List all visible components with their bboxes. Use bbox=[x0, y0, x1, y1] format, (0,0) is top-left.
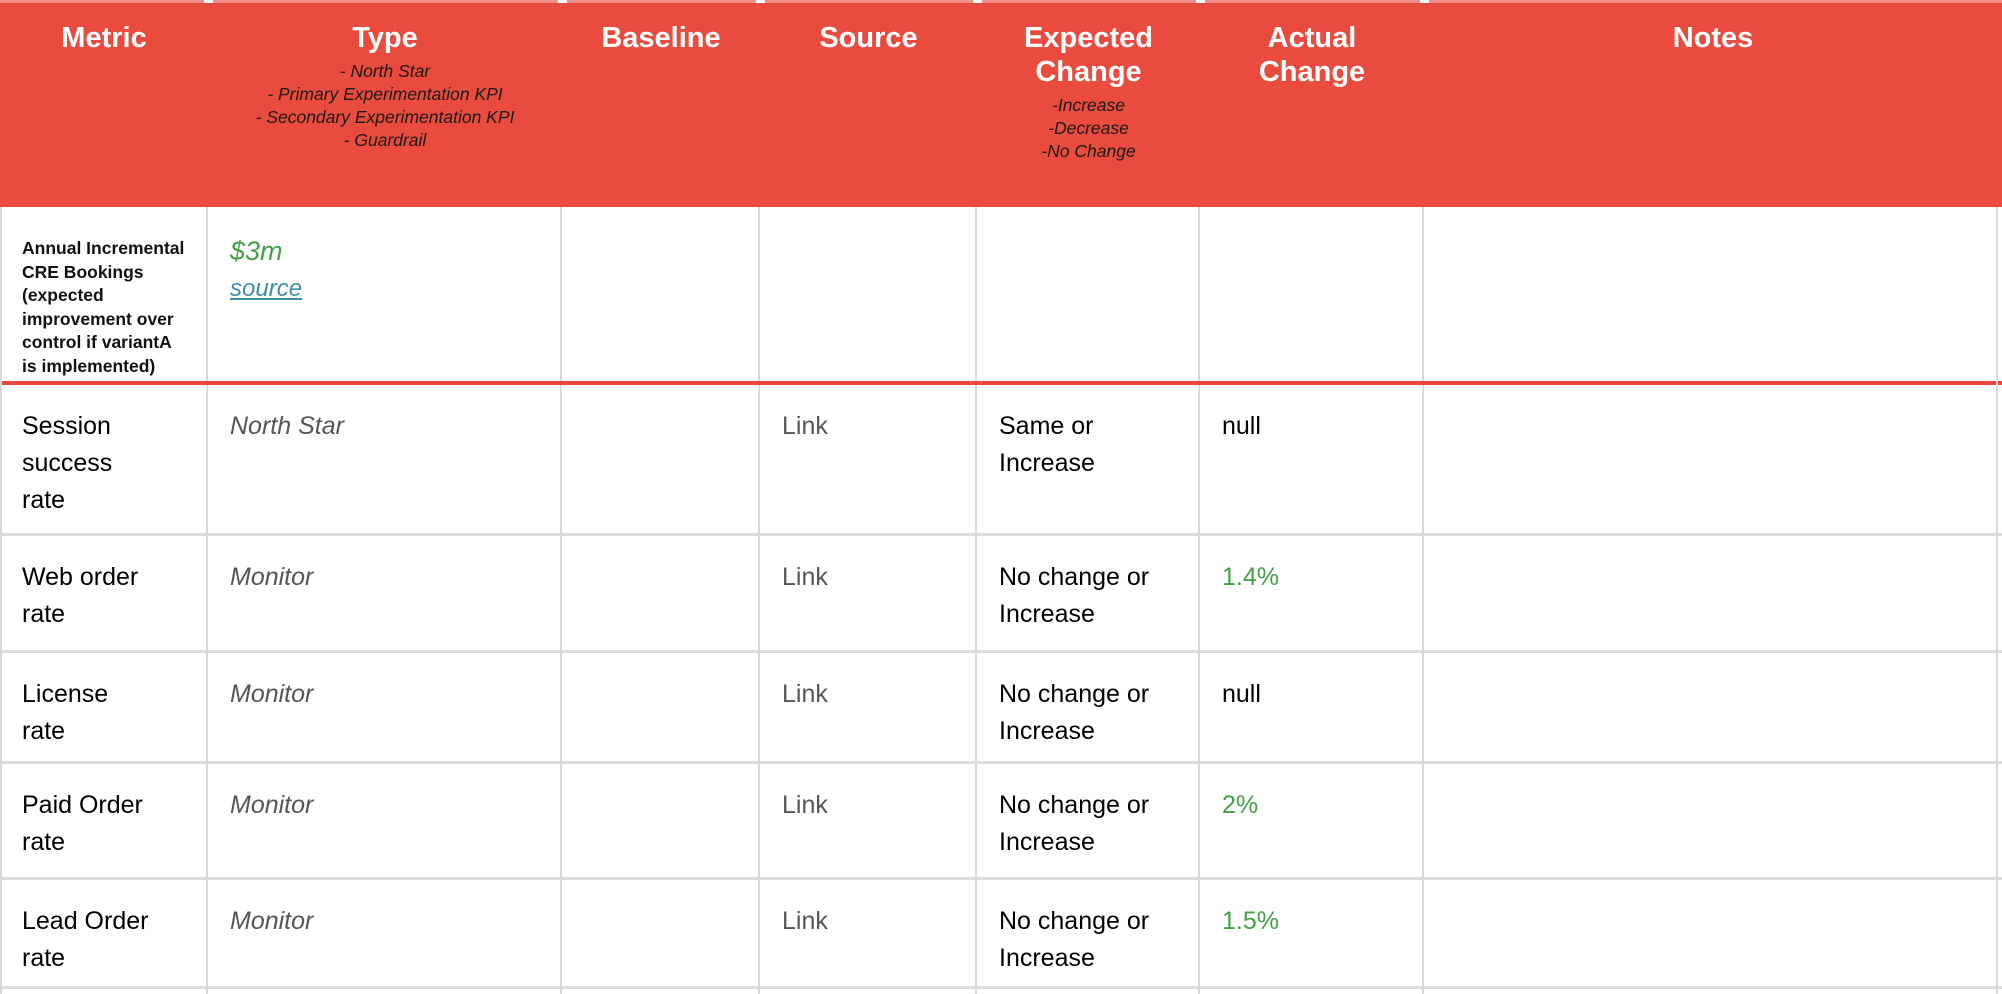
column-divider-tick bbox=[1196, 0, 1205, 3]
cell-metric: Paid Order rate bbox=[0, 764, 208, 877]
column-header-type: Type - North Star - Primary Experimentat… bbox=[208, 0, 562, 207]
column-subnotes-type: - North Star - Primary Experimentation K… bbox=[208, 60, 562, 152]
column-header-expected-change: Expected Change -Increase -Decrease -No … bbox=[977, 0, 1200, 207]
cell-type: Monitor bbox=[208, 764, 562, 877]
source-link[interactable]: source bbox=[230, 275, 303, 302]
cell-source: Link bbox=[760, 536, 977, 650]
cell-notes bbox=[1424, 653, 2002, 761]
cell-actual-change: 1.4% bbox=[1200, 536, 1424, 650]
column-title-actual-change: Actual Change bbox=[1258, 22, 1366, 88]
cell-type: Monitor bbox=[208, 653, 562, 761]
cell-source: Link bbox=[760, 880, 977, 986]
column-header-baseline: Baseline bbox=[562, 0, 760, 207]
column-divider-tick bbox=[204, 0, 213, 3]
bookings-value: $3m bbox=[230, 236, 283, 266]
cell-baseline bbox=[562, 880, 760, 986]
column-divider-tick bbox=[756, 0, 765, 3]
column-divider-tick bbox=[558, 0, 567, 3]
cell-expected-change: No change or Increase bbox=[977, 764, 1200, 877]
cell-metric: Session success rate bbox=[0, 385, 208, 533]
cell-metric: Web order rate bbox=[0, 536, 208, 650]
cell-baseline bbox=[562, 764, 760, 877]
table-row: Lead Order rate Monitor Link No change o… bbox=[0, 877, 2002, 986]
cell-type: $3m source bbox=[208, 207, 562, 381]
cell-actual-change: null bbox=[1200, 653, 1424, 761]
cell-baseline bbox=[562, 653, 760, 761]
table-right-border bbox=[1996, 207, 1998, 994]
cell-expected-change: Same or Increase bbox=[977, 385, 1200, 533]
cell-notes bbox=[1424, 385, 2002, 533]
cell-source: Link bbox=[760, 385, 977, 533]
column-title-source: Source bbox=[819, 22, 918, 54]
table-left-border bbox=[0, 207, 2, 994]
column-title-expected-change: Expected Change bbox=[1024, 22, 1153, 88]
cell-expected-change: No change or Increase bbox=[977, 536, 1200, 650]
column-header-notes: Notes bbox=[1424, 0, 2002, 207]
table-header-row: Metric Type - North Star - Primary Exper… bbox=[0, 0, 2002, 207]
type-option: - Guardrail bbox=[343, 130, 427, 150]
column-title-notes: Notes bbox=[1672, 22, 1754, 54]
table-row: Web order rate Monitor Link No change or… bbox=[0, 533, 2002, 650]
table-row-partial bbox=[0, 986, 2002, 994]
table-top-border bbox=[0, 0, 2002, 3]
cell-actual-change: 1.5% bbox=[1200, 880, 1424, 986]
table-row-summary: Annual Incremental CRE Bookings (expecte… bbox=[0, 207, 2002, 381]
cell-actual-change: 2% bbox=[1200, 764, 1424, 877]
cell-notes bbox=[1424, 764, 2002, 877]
column-divider-tick bbox=[973, 0, 982, 3]
column-divider-tick bbox=[1420, 0, 1429, 3]
type-option: - Primary Experimentation KPI bbox=[267, 84, 503, 104]
cell-expected-change: No change or Increase bbox=[977, 653, 1200, 761]
cell-notes bbox=[1424, 536, 2002, 650]
table-row: Paid Order rate Monitor Link No change o… bbox=[0, 761, 2002, 877]
cell-source: Link bbox=[760, 653, 977, 761]
cell-type: North Star bbox=[208, 385, 562, 533]
cell-source: Link bbox=[760, 764, 977, 877]
table-row: License rate Monitor Link No change or I… bbox=[0, 650, 2002, 761]
cell-source bbox=[760, 207, 977, 381]
column-title-baseline: Baseline bbox=[601, 22, 721, 54]
cell-type: Monitor bbox=[208, 880, 562, 986]
cell-expected-change: No change or Increase bbox=[977, 880, 1200, 986]
cell-notes bbox=[1424, 207, 2002, 381]
cell-expected-change bbox=[977, 207, 1200, 381]
cell-metric: License rate bbox=[0, 653, 208, 761]
cell-actual-change bbox=[1200, 207, 1424, 381]
expected-change-option: -Decrease bbox=[1048, 118, 1129, 138]
cell-baseline bbox=[562, 207, 760, 381]
cell-actual-change: null bbox=[1200, 385, 1424, 533]
column-header-actual-change: Actual Change bbox=[1200, 0, 1424, 207]
type-option: - Secondary Experimentation KPI bbox=[255, 107, 515, 127]
expected-change-option: -No Change bbox=[1041, 141, 1136, 161]
cell-baseline bbox=[562, 385, 760, 533]
column-title-metric: Metric bbox=[61, 22, 147, 54]
cell-baseline bbox=[562, 536, 760, 650]
type-option: - North Star bbox=[339, 61, 431, 81]
column-subnotes-expected-change: -Increase -Decrease -No Change bbox=[977, 94, 1200, 163]
cell-notes bbox=[1424, 880, 2002, 986]
cell-type: Monitor bbox=[208, 536, 562, 650]
column-header-source: Source bbox=[760, 0, 977, 207]
cell-metric: Lead Order rate bbox=[0, 880, 208, 986]
table-row: Session success rate North Star Link Sam… bbox=[0, 381, 2002, 533]
cell-metric: Annual Incremental CRE Bookings (expecte… bbox=[0, 207, 208, 381]
column-title-type: Type bbox=[352, 22, 418, 54]
column-header-metric: Metric bbox=[0, 0, 208, 207]
expected-change-option: -Increase bbox=[1052, 95, 1125, 115]
